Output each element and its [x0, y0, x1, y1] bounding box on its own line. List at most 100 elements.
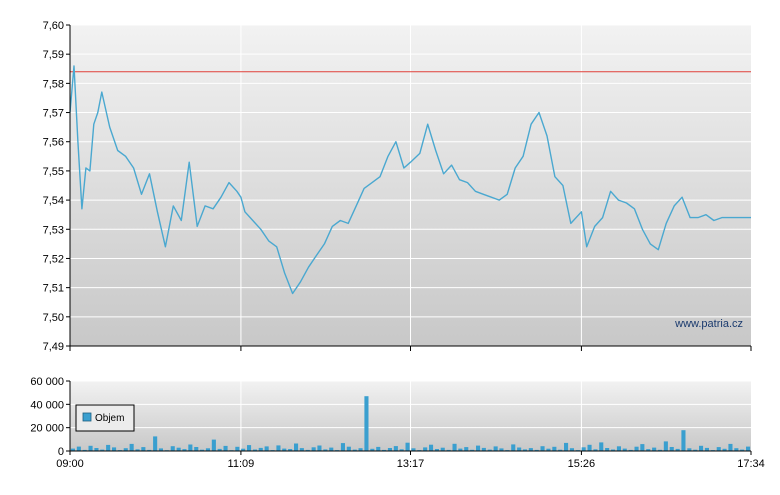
volume-bar — [599, 442, 604, 451]
watermark-text: www.patria.cz — [674, 318, 743, 330]
volume-bar — [241, 448, 246, 451]
volume-bar — [364, 396, 369, 451]
volume-bar — [640, 444, 645, 451]
volume-bar — [370, 448, 375, 451]
volume-ytick-label: 0 — [58, 446, 64, 458]
volume-bar — [264, 446, 269, 451]
volume-bar — [569, 448, 574, 451]
volume-bar — [581, 447, 586, 451]
volume-bar — [458, 448, 463, 451]
price-ytick-label: 7,52 — [43, 253, 64, 265]
volume-bar — [299, 448, 304, 451]
volume-bar — [382, 449, 387, 451]
volume-bar — [252, 449, 257, 451]
volume-bar — [704, 447, 709, 451]
volume-bar — [646, 449, 651, 451]
volume-bar — [540, 446, 545, 451]
volume-bar — [522, 449, 527, 451]
volume-bar — [470, 449, 475, 451]
volume-bar — [399, 449, 404, 452]
volume-bar — [352, 449, 357, 451]
price-ytick-label: 7,60 — [43, 20, 64, 32]
volume-bar — [194, 447, 199, 451]
volume-bar — [211, 439, 216, 451]
volume-bar — [564, 442, 569, 451]
volume-bar — [387, 448, 392, 451]
price-ytick-label: 7,50 — [43, 312, 64, 324]
volume-bar — [147, 449, 152, 451]
price-ytick-label: 7,57 — [43, 108, 64, 120]
volume-bar — [158, 448, 163, 451]
price-ytick-label: 7,54 — [43, 195, 64, 207]
volume-bar — [323, 449, 328, 451]
volume-xtick-label: 11:09 — [228, 458, 255, 470]
volume-bar — [235, 446, 240, 451]
volume-bar — [464, 447, 469, 451]
volume-bar — [611, 449, 616, 451]
volume-bar — [699, 445, 704, 452]
legend-label: Objem — [95, 413, 124, 424]
volume-ytick-label: 40 000 — [30, 399, 64, 411]
volume-bar — [452, 443, 457, 451]
volume-bar — [329, 447, 334, 451]
volume-bar — [534, 449, 539, 451]
volume-bar — [511, 444, 516, 451]
volume-bar — [76, 446, 81, 451]
volume-bar — [82, 449, 87, 451]
volume-bar — [593, 449, 598, 452]
price-ytick-label: 7,53 — [43, 224, 64, 236]
volume-bar — [716, 447, 721, 451]
volume-bar — [693, 449, 698, 451]
volume-panel: 60 000 40 000 20 000 009:00 11:09 13:17 15:26 1… — [30, 376, 764, 470]
volume-bar — [94, 448, 99, 451]
volume-bar — [100, 449, 105, 451]
volume-bar — [112, 447, 117, 451]
volume-bar — [223, 445, 228, 451]
volume-bar — [88, 445, 93, 452]
volume-bar — [276, 445, 281, 451]
volume-bar — [476, 445, 481, 451]
volume-bar — [669, 447, 674, 451]
volume-bar — [188, 444, 193, 451]
volume-bar — [129, 443, 134, 451]
volume-bar — [440, 447, 445, 451]
volume-bar — [282, 448, 287, 451]
price-ytick-label: 7,55 — [43, 166, 64, 178]
volume-bar — [423, 447, 428, 451]
volume-bar — [288, 449, 293, 451]
price-ytick-label: 7,58 — [43, 78, 64, 90]
volume-bar — [358, 448, 363, 451]
volume-bar — [170, 446, 175, 451]
volume-bar — [587, 444, 592, 451]
volume-bar — [153, 436, 158, 451]
volume-bar — [657, 449, 662, 451]
volume-bar — [652, 447, 657, 451]
volume-bar — [106, 444, 111, 451]
volume-legend: Objem — [75, 404, 135, 432]
volume-bar — [517, 447, 522, 451]
volume-xtick-label: 15:26 — [568, 458, 596, 470]
volume-bar — [311, 447, 316, 451]
volume-bar — [247, 445, 252, 451]
volume-bar — [376, 446, 381, 451]
volume-bar — [634, 446, 639, 451]
volume-bar — [558, 449, 563, 451]
volume-bar — [200, 449, 205, 451]
price-ytick-label: 7,49 — [43, 341, 64, 353]
volume-bar — [622, 448, 627, 451]
volume-bar — [205, 448, 210, 451]
volume-bar — [528, 448, 533, 451]
volume-bar — [182, 449, 187, 451]
volume-bar — [616, 446, 621, 451]
volume-bar — [499, 448, 504, 451]
volume-bar — [663, 441, 668, 451]
volume-bar — [487, 449, 492, 451]
volume-bar — [675, 448, 680, 451]
volume-bar — [481, 447, 486, 451]
volume-bar — [429, 444, 434, 451]
volume-ytick-label: 60 000 — [30, 376, 64, 388]
volume-bar — [434, 449, 439, 451]
volume-bar — [546, 448, 551, 451]
